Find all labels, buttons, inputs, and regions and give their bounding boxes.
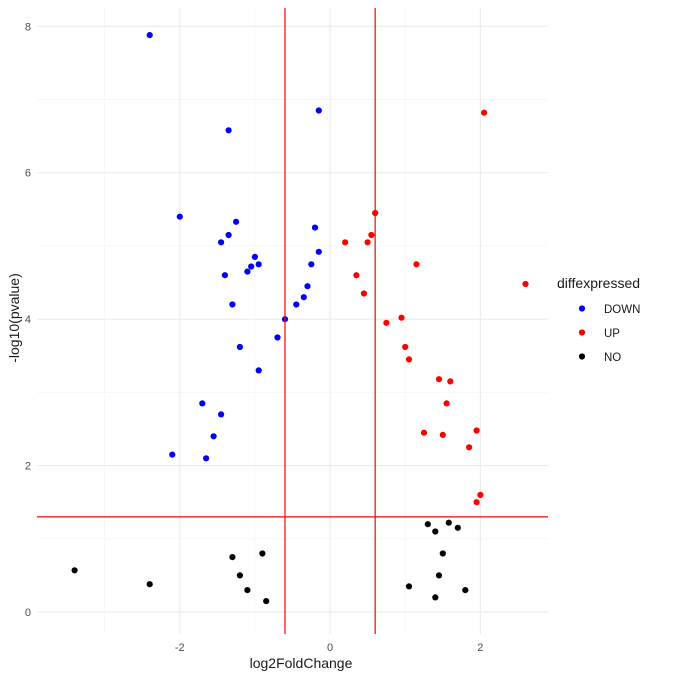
point-down	[255, 367, 262, 374]
point-up	[522, 280, 529, 288]
point-no	[432, 594, 439, 601]
point-down	[203, 455, 210, 462]
series-down	[146, 31, 322, 462]
point-up	[473, 499, 480, 506]
point-down	[146, 31, 153, 39]
points-layer	[71, 31, 529, 605]
point-down	[218, 239, 225, 246]
legend-key-up	[578, 329, 586, 336]
legend-label-up: UP	[604, 328, 620, 340]
legend-label-down: DOWN	[604, 304, 640, 316]
point-up	[353, 272, 360, 279]
legend-key-down	[578, 305, 586, 312]
x-axis-title: log2FoldChange	[250, 655, 353, 671]
y-tick-label: 6	[25, 168, 31, 180]
point-no	[259, 550, 266, 557]
point-no	[462, 587, 469, 594]
x-tick-label: 0	[327, 642, 333, 654]
point-up	[383, 319, 390, 326]
point-up	[477, 491, 484, 498]
point-down	[176, 213, 183, 220]
point-up	[447, 378, 454, 385]
series-up	[342, 109, 529, 506]
point-down	[169, 451, 176, 458]
x-tick-label: -2	[175, 642, 185, 654]
axis-layer: -2 0 2 0 2 4 6 8	[25, 21, 484, 654]
point-up	[405, 356, 413, 363]
legend-items: DOWN UP NO	[578, 304, 640, 364]
point-up	[435, 376, 443, 383]
point-down	[304, 283, 311, 290]
point-up	[364, 239, 371, 246]
point-no	[405, 583, 413, 590]
point-down	[210, 433, 217, 440]
point-up	[398, 314, 405, 321]
point-down	[251, 253, 258, 260]
point-up	[439, 431, 446, 438]
y-tick-label: 8	[25, 21, 31, 33]
point-up	[342, 239, 349, 246]
point-down	[229, 301, 236, 308]
point-down	[244, 268, 251, 275]
point-up	[420, 429, 428, 436]
point-down	[233, 218, 240, 225]
legend-key-no	[578, 353, 586, 360]
point-no	[263, 598, 270, 605]
point-down	[225, 231, 232, 239]
point-down	[236, 343, 243, 351]
point-up	[481, 109, 488, 116]
point-up	[368, 231, 375, 239]
point-up	[413, 261, 420, 268]
point-no	[432, 528, 439, 535]
point-down	[274, 334, 281, 341]
point-down	[225, 127, 232, 134]
point-down	[311, 224, 319, 231]
y-axis-title: -log10(pvalue)	[6, 273, 22, 363]
threshold-layer	[37, 8, 548, 634]
point-up	[466, 444, 473, 451]
y-tick-label: 2	[25, 461, 31, 473]
point-down	[300, 294, 307, 301]
x-tick-label: 2	[477, 642, 483, 654]
point-no	[454, 524, 461, 531]
point-down	[315, 248, 322, 255]
point-down	[308, 261, 315, 268]
point-up	[402, 343, 409, 351]
point-up	[360, 290, 367, 297]
point-no	[71, 567, 78, 574]
point-up	[443, 400, 450, 407]
point-no	[435, 572, 443, 579]
point-down	[218, 411, 225, 418]
point-down	[199, 400, 206, 407]
point-down	[293, 301, 300, 308]
point-no	[146, 581, 153, 588]
point-down	[255, 261, 262, 268]
legend: diffexpressed DOWN UP NO	[557, 275, 640, 364]
legend-label-no: NO	[604, 352, 621, 364]
point-no	[244, 587, 251, 594]
point-down	[248, 263, 255, 270]
y-tick-label: 4	[25, 314, 31, 326]
grid-layer	[37, 8, 548, 634]
point-no	[445, 519, 452, 526]
point-up	[473, 427, 480, 434]
point-down	[315, 107, 322, 114]
legend-title: diffexpressed	[557, 275, 640, 291]
series-no	[71, 519, 469, 605]
point-no	[236, 572, 243, 579]
point-no	[439, 550, 446, 557]
y-tick-label: 0	[25, 607, 31, 619]
point-down	[221, 272, 228, 279]
point-no	[229, 554, 236, 561]
point-no	[424, 521, 431, 528]
